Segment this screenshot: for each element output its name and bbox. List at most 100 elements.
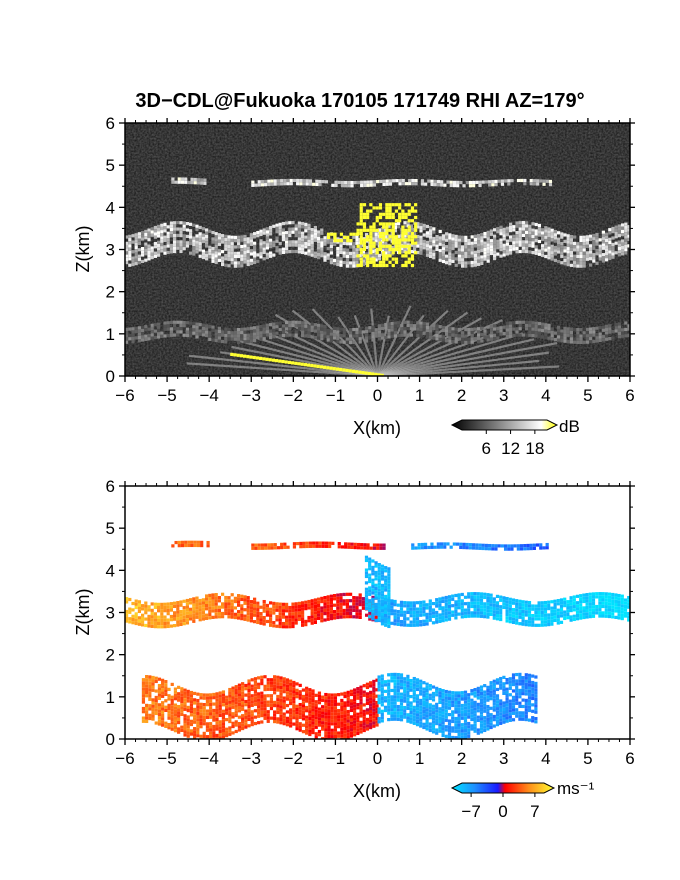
velocity-cell	[384, 566, 388, 570]
backscatter-cell	[374, 239, 378, 243]
velocity-cell	[137, 603, 141, 607]
backscatter-cell	[214, 338, 218, 343]
backscatter-cell	[566, 340, 570, 344]
velocity-cell	[553, 612, 557, 616]
velocity-cell	[249, 603, 253, 607]
velocity-cell	[365, 698, 370, 702]
velocity-cell	[611, 599, 615, 603]
backscatter-cell	[489, 229, 493, 233]
backscatter-cell	[243, 337, 247, 341]
velocity-cell	[420, 542, 424, 547]
velocity-cell	[369, 722, 373, 726]
velocity-cell	[387, 615, 391, 619]
backscatter-beam-ray	[377, 365, 560, 376]
backscatter-high-echo-cell	[391, 247, 395, 252]
velocity-cell	[444, 608, 448, 612]
velocity-cell	[257, 698, 261, 702]
velocity-cell	[182, 599, 186, 603]
backscatter-cell	[381, 243, 385, 247]
backscatter-cell	[233, 337, 237, 341]
velocity-cell	[313, 620, 317, 624]
backscatter-cell	[621, 226, 625, 230]
backscatter-cell	[435, 327, 439, 331]
velocity-cell	[184, 540, 188, 544]
backscatter-cell	[358, 337, 362, 341]
backscatter-cell	[196, 181, 201, 185]
velocity-cell	[336, 596, 340, 600]
velocity-cell	[467, 605, 471, 609]
velocity-cell	[364, 574, 369, 579]
velocity-cell	[343, 723, 347, 727]
backscatter-cell	[432, 336, 436, 340]
backscatter-cell	[429, 238, 433, 243]
velocity-cell	[369, 709, 373, 714]
velocity-cell	[249, 609, 253, 613]
velocity-cell	[362, 703, 366, 707]
velocity-cell	[444, 599, 448, 603]
backscatter-high-echo-cell	[385, 225, 389, 229]
backscatter-cell	[265, 323, 269, 327]
velocity-cell	[157, 687, 162, 691]
velocity-cell	[308, 729, 312, 733]
backscatter-cell	[505, 321, 509, 326]
velocity-cell	[154, 689, 158, 693]
velocity-cell	[375, 716, 379, 721]
backscatter-cell	[566, 330, 570, 334]
velocity-cell	[147, 605, 151, 609]
backscatter-cell	[269, 245, 273, 249]
backscatter-cell	[317, 249, 321, 253]
backscatter-cell	[432, 243, 436, 247]
velocity-cell	[230, 609, 234, 613]
velocity-cell	[537, 623, 541, 627]
velocity-cell	[295, 691, 299, 696]
backscatter-cell	[585, 334, 589, 338]
velocity-cell	[329, 594, 333, 598]
backscatter-cell	[320, 228, 324, 232]
velocity-cell	[553, 615, 557, 619]
backscatter-cell	[144, 232, 148, 237]
backscatter-cell	[515, 237, 519, 241]
velocity-cell	[310, 602, 314, 606]
backscatter-cell	[445, 238, 449, 242]
backscatter-cell	[291, 333, 295, 337]
velocity-cell	[343, 704, 347, 708]
backscatter-high-echo-cell	[382, 238, 386, 242]
backscatter-cell	[470, 254, 474, 258]
backscatter-cell	[137, 329, 141, 333]
backscatter-cell	[569, 244, 573, 248]
velocity-cell	[524, 619, 528, 624]
velocity-cell	[202, 712, 206, 716]
velocity-cell	[337, 715, 341, 719]
backscatter-cell	[467, 254, 471, 259]
backscatter-cell	[214, 235, 218, 239]
velocity-cell	[359, 685, 363, 689]
backscatter-cell	[371, 335, 375, 339]
backscatter-cell	[131, 234, 135, 238]
velocity-cell	[447, 607, 452, 612]
backscatter-cell	[419, 229, 423, 233]
backscatter-cell	[438, 249, 442, 253]
backscatter-cell	[224, 244, 228, 248]
velocity-cell	[202, 706, 206, 710]
velocity-cell	[285, 684, 290, 688]
backscatter-cell	[465, 180, 469, 185]
velocity-cell	[305, 544, 309, 549]
backscatter-cell	[486, 246, 490, 250]
velocity-cell	[604, 608, 608, 612]
backscatter-cell	[185, 222, 189, 226]
velocity-cell	[144, 617, 148, 621]
backscatter-cell	[569, 250, 573, 255]
velocity-cell	[273, 691, 277, 695]
backscatter-cell	[211, 240, 215, 244]
velocity-cell	[409, 682, 413, 686]
velocity-cell	[228, 716, 232, 720]
velocity-cell	[298, 696, 302, 700]
backscatter-cell	[509, 222, 513, 226]
velocity-cell	[320, 615, 324, 620]
velocity-cell	[380, 693, 384, 697]
backscatter-cell	[307, 334, 311, 338]
velocity-cell	[148, 694, 152, 698]
velocity-cell	[350, 542, 354, 546]
velocity-cell	[358, 596, 362, 600]
backscatter-x-tick-label: −3	[242, 386, 261, 405]
